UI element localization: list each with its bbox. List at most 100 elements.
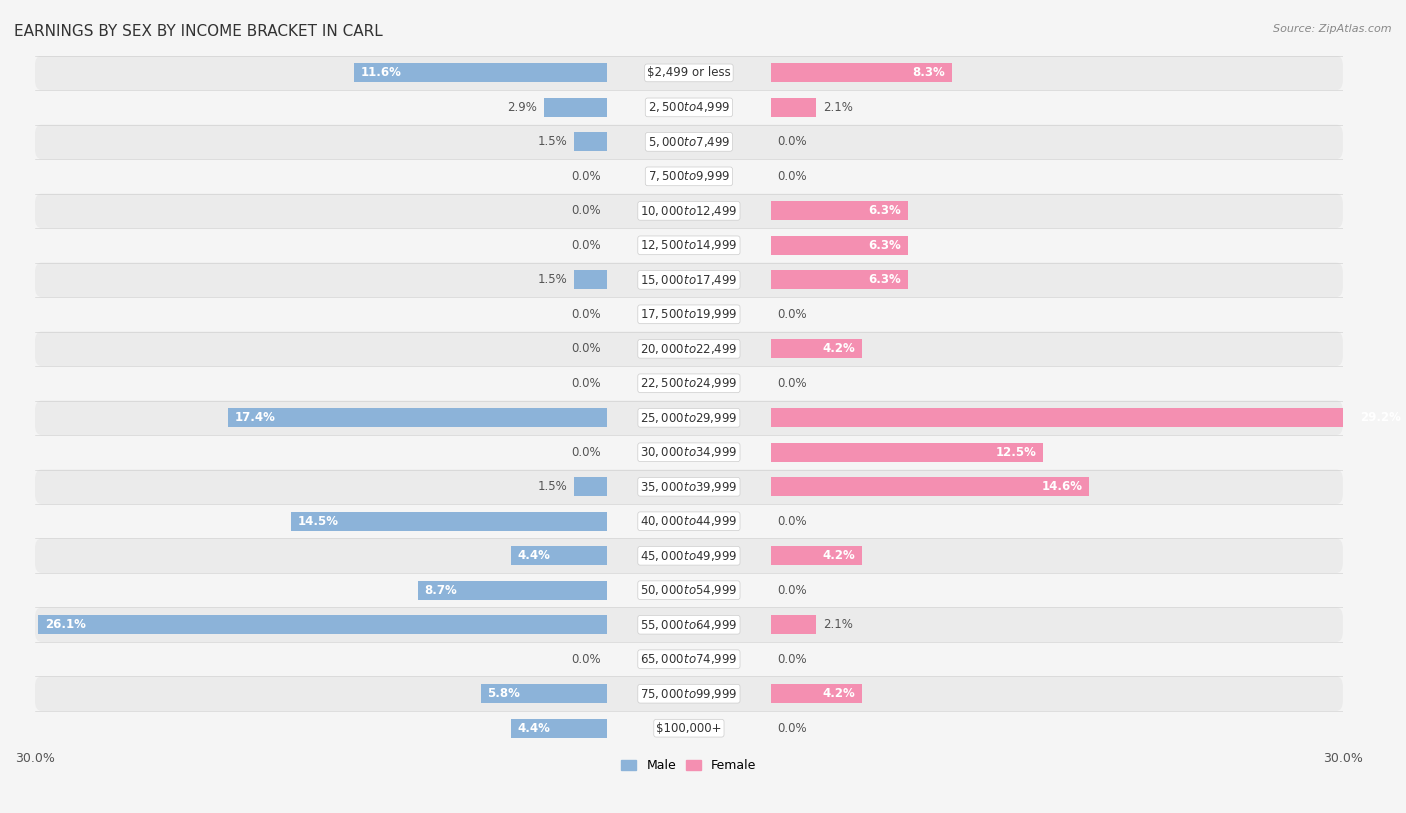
Text: $15,000 to $17,499: $15,000 to $17,499 <box>640 273 738 287</box>
Text: $35,000 to $39,999: $35,000 to $39,999 <box>640 480 738 493</box>
Bar <box>38 615 607 634</box>
Text: 6.3%: 6.3% <box>869 204 901 217</box>
FancyBboxPatch shape <box>35 573 1343 607</box>
Text: 12.5%: 12.5% <box>995 446 1036 459</box>
Text: 0.0%: 0.0% <box>571 308 600 321</box>
Text: $5,000 to $7,499: $5,000 to $7,499 <box>648 135 730 149</box>
Text: 1.5%: 1.5% <box>538 480 568 493</box>
Text: $17,500 to $19,999: $17,500 to $19,999 <box>640 307 738 321</box>
FancyBboxPatch shape <box>35 124 1343 159</box>
Text: $12,500 to $14,999: $12,500 to $14,999 <box>640 238 738 252</box>
Text: 0.0%: 0.0% <box>571 204 600 217</box>
Text: 0.0%: 0.0% <box>571 376 600 389</box>
Text: 2.1%: 2.1% <box>823 618 853 631</box>
Text: 0.0%: 0.0% <box>778 136 807 148</box>
Text: 0.0%: 0.0% <box>778 515 807 528</box>
Text: 0.0%: 0.0% <box>778 308 807 321</box>
Bar <box>354 63 607 82</box>
Bar <box>770 339 862 359</box>
Text: 4.4%: 4.4% <box>517 550 551 563</box>
Text: 4.2%: 4.2% <box>823 550 856 563</box>
Text: 11.6%: 11.6% <box>361 67 402 80</box>
Text: 1.5%: 1.5% <box>538 273 568 286</box>
Bar <box>228 408 607 428</box>
FancyBboxPatch shape <box>35 366 1343 401</box>
FancyBboxPatch shape <box>35 401 1343 435</box>
Text: 2.9%: 2.9% <box>508 101 537 114</box>
Text: 29.2%: 29.2% <box>1360 411 1400 424</box>
FancyBboxPatch shape <box>35 435 1343 470</box>
Text: 6.3%: 6.3% <box>869 239 901 252</box>
FancyBboxPatch shape <box>35 55 1343 90</box>
Text: 14.5%: 14.5% <box>298 515 339 528</box>
Bar <box>512 719 607 737</box>
Text: $7,500 to $9,999: $7,500 to $9,999 <box>648 169 730 184</box>
Text: 2.1%: 2.1% <box>823 101 853 114</box>
FancyBboxPatch shape <box>35 676 1343 711</box>
Bar <box>575 477 607 496</box>
FancyBboxPatch shape <box>35 711 1343 746</box>
FancyBboxPatch shape <box>35 504 1343 538</box>
Text: $2,499 or less: $2,499 or less <box>647 67 731 80</box>
Text: $22,500 to $24,999: $22,500 to $24,999 <box>640 376 738 390</box>
FancyBboxPatch shape <box>35 159 1343 193</box>
FancyBboxPatch shape <box>35 263 1343 297</box>
Bar <box>512 546 607 565</box>
Text: 4.2%: 4.2% <box>823 342 856 355</box>
FancyBboxPatch shape <box>35 642 1343 676</box>
Text: 8.3%: 8.3% <box>912 67 945 80</box>
Bar <box>770 236 908 254</box>
Text: 0.0%: 0.0% <box>571 446 600 459</box>
FancyBboxPatch shape <box>35 470 1343 504</box>
FancyBboxPatch shape <box>35 332 1343 366</box>
Text: $65,000 to $74,999: $65,000 to $74,999 <box>640 652 738 666</box>
Bar <box>770 271 908 289</box>
Text: 1.5%: 1.5% <box>538 136 568 148</box>
Bar <box>770 477 1088 496</box>
FancyBboxPatch shape <box>35 228 1343 263</box>
Text: 26.1%: 26.1% <box>45 618 86 631</box>
Text: $25,000 to $29,999: $25,000 to $29,999 <box>640 411 738 424</box>
Bar <box>291 511 607 531</box>
Bar <box>770 443 1043 462</box>
Bar <box>481 685 607 703</box>
Text: $55,000 to $64,999: $55,000 to $64,999 <box>640 618 738 632</box>
Text: 14.6%: 14.6% <box>1042 480 1083 493</box>
FancyBboxPatch shape <box>35 193 1343 228</box>
FancyBboxPatch shape <box>35 90 1343 124</box>
Text: 0.0%: 0.0% <box>571 653 600 666</box>
Bar <box>770 615 817 634</box>
Text: $40,000 to $44,999: $40,000 to $44,999 <box>640 515 738 528</box>
Text: 0.0%: 0.0% <box>778 722 807 735</box>
Bar <box>770 408 1406 428</box>
Text: 0.0%: 0.0% <box>571 342 600 355</box>
Bar <box>575 271 607 289</box>
Bar <box>770 63 952 82</box>
Text: 0.0%: 0.0% <box>778 170 807 183</box>
Text: 4.4%: 4.4% <box>517 722 551 735</box>
FancyBboxPatch shape <box>35 538 1343 573</box>
Text: 0.0%: 0.0% <box>778 376 807 389</box>
Text: Source: ZipAtlas.com: Source: ZipAtlas.com <box>1274 24 1392 34</box>
Text: 17.4%: 17.4% <box>235 411 276 424</box>
Text: 4.2%: 4.2% <box>823 687 856 700</box>
Text: $10,000 to $12,499: $10,000 to $12,499 <box>640 204 738 218</box>
Text: $2,500 to $4,999: $2,500 to $4,999 <box>648 100 730 115</box>
Text: 0.0%: 0.0% <box>571 239 600 252</box>
Bar <box>770 98 817 117</box>
Text: 0.0%: 0.0% <box>571 170 600 183</box>
Text: 6.3%: 6.3% <box>869 273 901 286</box>
Text: $30,000 to $34,999: $30,000 to $34,999 <box>640 446 738 459</box>
Text: 0.0%: 0.0% <box>778 653 807 666</box>
Text: 5.8%: 5.8% <box>488 687 520 700</box>
Bar <box>770 685 862 703</box>
Legend: Male, Female: Male, Female <box>616 754 762 777</box>
Text: $75,000 to $99,999: $75,000 to $99,999 <box>640 687 738 701</box>
Bar <box>770 546 862 565</box>
Text: $45,000 to $49,999: $45,000 to $49,999 <box>640 549 738 563</box>
Bar <box>575 133 607 151</box>
FancyBboxPatch shape <box>35 607 1343 642</box>
Bar <box>418 580 607 600</box>
Bar <box>770 202 908 220</box>
Text: 0.0%: 0.0% <box>778 584 807 597</box>
